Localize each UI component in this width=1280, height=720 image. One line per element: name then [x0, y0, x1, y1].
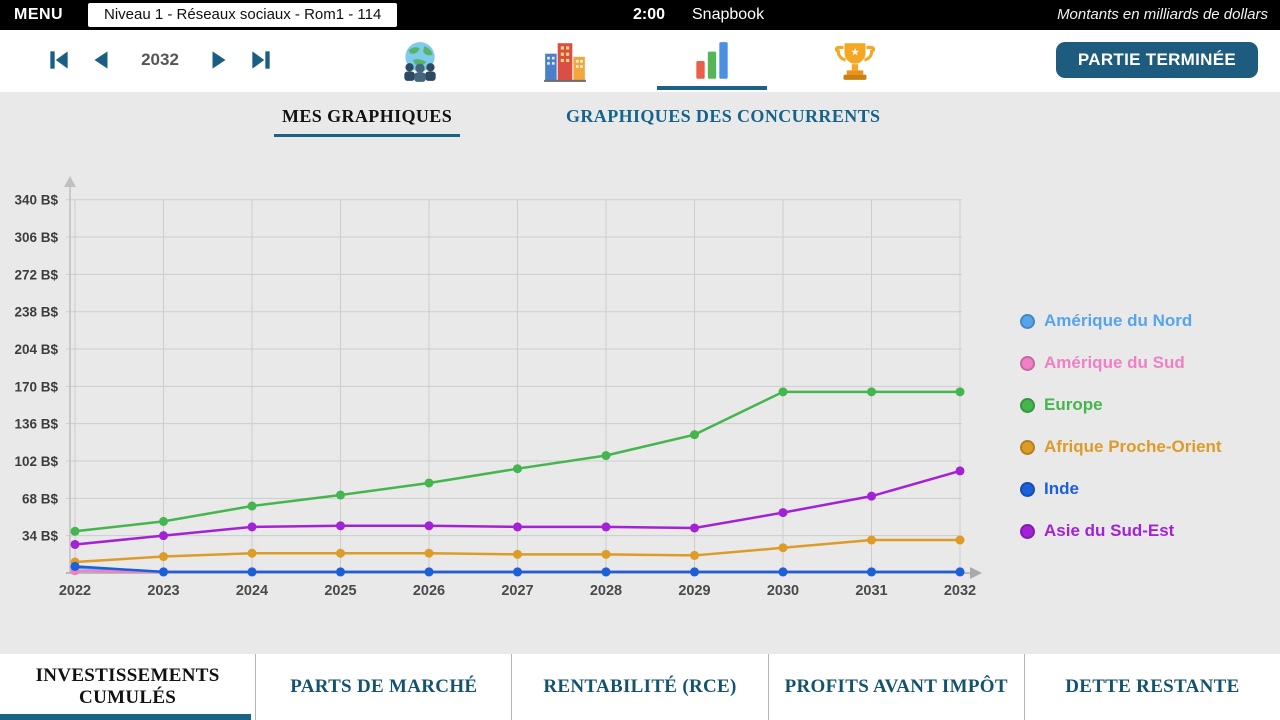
svg-text:238 B$: 238 B$: [14, 305, 58, 320]
active-section-underline: [657, 86, 767, 90]
svg-text:306 B$: 306 B$: [14, 230, 58, 245]
svg-text:2025: 2025: [324, 583, 356, 599]
world-people-icon[interactable]: [397, 38, 443, 84]
tab-competitor-graphs[interactable]: GRAPHIQUES DES CONCURRENTS: [566, 106, 881, 126]
svg-text:102 B$: 102 B$: [14, 454, 58, 469]
legend-label: Inde: [1044, 479, 1079, 498]
svg-text:2024: 2024: [236, 583, 268, 599]
bar-chart-icon[interactable]: [689, 38, 735, 84]
level-title: Niveau 1 - Réseaux sociaux - Rom1 - 114: [88, 3, 398, 27]
legend-item[interactable]: Amérique du Nord: [1020, 311, 1222, 330]
chart-legend: Amérique du Nord Amérique du Sud Europe …: [1020, 311, 1222, 564]
svg-text:34 B$: 34 B$: [22, 529, 59, 544]
legend-label: Afrique Proche-Orient: [1044, 437, 1222, 456]
legend-label: Amérique du Nord: [1044, 311, 1193, 330]
svg-text:★: ★: [850, 47, 859, 58]
svg-text:2022: 2022: [59, 583, 91, 599]
svg-text:68 B$: 68 B$: [22, 491, 59, 506]
legend-label: Europe: [1044, 395, 1103, 414]
svg-text:136 B$: 136 B$: [14, 417, 58, 432]
legend-item[interactable]: Amérique du Sud: [1020, 353, 1222, 372]
legend-dot: [1020, 397, 1035, 413]
legend-dot: [1020, 355, 1035, 371]
svg-text:2026: 2026: [413, 583, 445, 599]
units-note: Montants en milliards de dollars: [1057, 6, 1268, 23]
bottom-tab-remaining-debt[interactable]: DETTE RESTANTE: [1023, 654, 1280, 720]
tab-my-graphs[interactable]: MES GRAPHIQUES: [274, 106, 461, 137]
bottom-tab-market-share[interactable]: PARTS DE MARCHÉ: [255, 654, 511, 720]
skip-to-end-icon[interactable]: [248, 47, 274, 73]
svg-text:2028: 2028: [590, 583, 622, 599]
timer: 2:00: [633, 6, 666, 23]
svg-text:2027: 2027: [501, 583, 533, 599]
legend-dot: [1020, 523, 1035, 539]
legend-item[interactable]: Asie du Sud-Est: [1020, 521, 1222, 540]
skip-to-start-icon[interactable]: [46, 47, 72, 73]
bottom-tab-cumulative-investments[interactable]: INVESTISSEMENTS CUMULÉS: [0, 654, 255, 720]
trophy-icon[interactable]: ★: [832, 38, 878, 84]
game-over-button[interactable]: PARTIE TERMINÉE: [1055, 42, 1258, 78]
previous-year-icon[interactable]: [88, 47, 114, 73]
svg-text:2030: 2030: [767, 583, 799, 599]
legend-item[interactable]: Inde: [1020, 479, 1222, 498]
svg-text:204 B$: 204 B$: [14, 342, 58, 357]
legend-dot: [1020, 439, 1035, 455]
svg-text:170 B$: 170 B$: [14, 379, 58, 394]
bottom-tab-profitability[interactable]: RENTABILITÉ (RCE): [511, 654, 767, 720]
legend-label: Asie du Sud-Est: [1044, 521, 1175, 540]
city-buildings-icon[interactable]: [542, 38, 588, 84]
legend-label: Amérique du Sud: [1044, 353, 1185, 372]
svg-text:2023: 2023: [147, 583, 179, 599]
svg-text:272 B$: 272 B$: [14, 267, 58, 282]
svg-text:340 B$: 340 B$: [14, 193, 58, 208]
svg-text:2032: 2032: [944, 583, 976, 599]
current-year: 2032: [141, 50, 179, 69]
company-name: Snapbook: [692, 6, 765, 23]
bottom-tab-pretax-profits[interactable]: PROFITS AVANT IMPÔT: [767, 654, 1024, 720]
legend-dot: [1020, 481, 1035, 497]
top-bar: MENU Niveau 1 - Réseaux sociaux - Rom1 -…: [0, 0, 1280, 30]
year-navigation: 2032: [46, 47, 274, 73]
svg-text:2029: 2029: [678, 583, 710, 599]
legend-item[interactable]: Europe: [1020, 395, 1222, 414]
legend-dot: [1020, 313, 1035, 329]
toolbar: 2032: [0, 30, 1280, 92]
metric-tab-bar: INVESTISSEMENTS CUMULÉS PARTS DE MARCHÉ …: [0, 654, 1280, 720]
menu-button[interactable]: MENU: [14, 6, 64, 23]
next-year-icon[interactable]: [206, 47, 232, 73]
svg-text:2031: 2031: [855, 583, 887, 599]
investments-line-chart: 34 B$ 68 B$ 102 B$ 136 B$ 170 B$ 204 B$ 238 B$…: [14, 176, 982, 599]
graph-tabs: MES GRAPHIQUES GRAPHIQUES DES CONCURRENT…: [0, 92, 1280, 144]
legend-item[interactable]: Afrique Proche-Orient: [1020, 437, 1222, 456]
